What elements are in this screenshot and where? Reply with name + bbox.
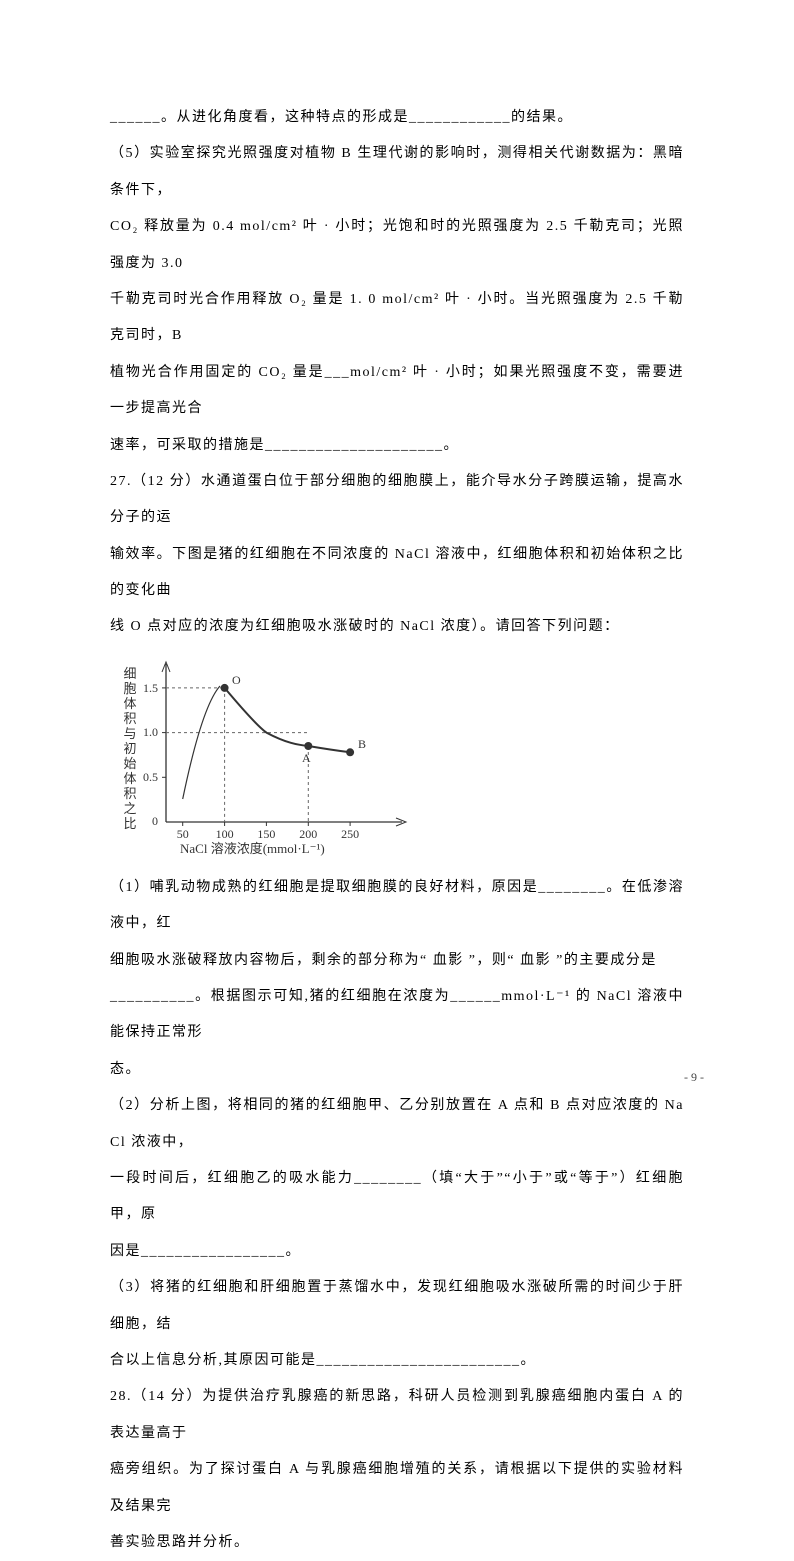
point-o <box>221 684 229 692</box>
q27-sub1-l4: 态。 <box>110 1052 684 1088</box>
q27-sub2-l3: 因是_________________。 <box>110 1234 684 1270</box>
svg-text:体: 体 <box>123 696 136 711</box>
q27-sub2-l1: （2）分析上图，将相同的猪的红细胞甲、乙分别放置在 A 点和 B 点对应浓度的 … <box>110 1088 684 1161</box>
label-o: O <box>232 673 241 687</box>
q5-l4: 植物光合作用固定的 CO₂ 量是___mol/cm² 叶 · 小时；如果光照强度… <box>110 355 684 428</box>
page-number: - 9 - <box>684 1070 704 1085</box>
svg-text:150: 150 <box>257 827 275 841</box>
guide-lines <box>166 688 308 822</box>
label-a: A <box>302 751 311 765</box>
svg-text:胞: 胞 <box>123 681 136 696</box>
svg-text:细: 细 <box>123 666 136 681</box>
svg-text:1.5: 1.5 <box>143 681 158 695</box>
svg-text:100: 100 <box>216 827 234 841</box>
page: ______。从进化角度看，这种特点的形成是____________的结果。 （… <box>0 0 794 1123</box>
q27-sub1-l2: 细胞吸水涨破释放内容物后，剩余的部分称为“ 血影 ”，则“ 血影 ”的主要成分是 <box>110 943 684 979</box>
y-axis-label: 细 胞 体 积 与 初 始 体 积 之 比 <box>123 666 136 831</box>
svg-text:1.0: 1.0 <box>143 725 158 739</box>
q27-sub1-l1: （1）哺乳动物成熟的红细胞是提取细胞膜的良好材料，原因是________。在低渗… <box>110 870 684 943</box>
x-axis-label: NaCl 溶液浓度(mmol·L⁻¹) <box>180 841 325 856</box>
q27-sub2-l2: 一段时间后，红细胞乙的吸水能力________（填“大于”“小于”或“等于”）红… <box>110 1161 684 1234</box>
point-b <box>346 748 354 756</box>
q27-sub3-l2: 合以上信息分析,其原因可能是________________________。 <box>110 1343 684 1379</box>
svg-text:0.5: 0.5 <box>143 770 158 784</box>
main-curve <box>225 688 351 752</box>
q28-l1: 28.（14 分）为提供治疗乳腺癌的新思路，科研人员检测到乳腺癌细胞内蛋白 A … <box>110 1379 684 1452</box>
pre-curve <box>183 686 220 799</box>
svg-text:积: 积 <box>123 711 136 726</box>
q28-l3: 善实验思路并分析。 <box>110 1525 684 1561</box>
label-b: B <box>358 737 366 751</box>
q27-l2: 输效率。下图是猪的红细胞在不同浓度的 NaCl 溶液中，红细胞体积和初始体积之比… <box>110 537 684 610</box>
svg-text:比: 比 <box>123 816 136 831</box>
q28-l2: 癌旁组织。为了探讨蛋白 A 与乳腺癌细胞增殖的关系，请根据以下提供的实验材料及结… <box>110 1452 684 1525</box>
svg-text:始: 始 <box>123 756 136 771</box>
point-a <box>304 742 312 750</box>
q5-l2: CO₂ 释放量为 0.4 mol/cm² 叶 · 小时；光饱和时的光照强度为 2… <box>110 209 684 282</box>
svg-text:250: 250 <box>341 827 359 841</box>
q27-sub3-l1: （3）将猪的红细胞和肝细胞置于蒸馏水中，发现红细胞吸水涨破所需的时间少于肝细胞，… <box>110 1270 684 1343</box>
chart-container: 50 100 150 200 250 0 0.5 1.0 1.5 <box>110 656 684 856</box>
svg-text:200: 200 <box>299 827 317 841</box>
q5-l1: （5）实验室探究光照强度对植物 B 生理代谢的影响时，测得相关代谢数据为：黑暗条… <box>110 136 684 209</box>
q5-l3: 千勒克司时光合作用释放 O₂ 量是 1. 0 mol/cm² 叶 · 小时。当光… <box>110 282 684 355</box>
q5-l5: 速率，可采取的措施是_____________________。 <box>110 428 684 464</box>
svg-text:与: 与 <box>123 726 136 741</box>
x-ticks: 50 100 150 200 250 <box>177 822 359 841</box>
frag-prev-1: ______。从进化角度看，这种特点的形成是____________的结果。 <box>110 100 684 136</box>
svg-text:积: 积 <box>123 786 136 801</box>
svg-text:之: 之 <box>123 801 136 816</box>
y-ticks: 0 0.5 1.0 1.5 <box>143 681 166 828</box>
svg-text:初: 初 <box>123 741 136 756</box>
q27-l3: 线 O 点对应的浓度为红细胞吸水涨破时的 NaCl 浓度）。请回答下列问题： <box>110 609 684 645</box>
svg-text:0: 0 <box>152 814 158 828</box>
volume-ratio-chart: 50 100 150 200 250 0 0.5 1.0 1.5 <box>110 656 420 856</box>
q27-l1: 27.（12 分）水通道蛋白位于部分细胞的细胞膜上，能介导水分子跨膜运输，提高水… <box>110 464 684 537</box>
q27-sub1-l3: __________。根据图示可知,猪的红细胞在浓度为______mmol·L⁻… <box>110 979 684 1052</box>
svg-text:体: 体 <box>123 771 136 786</box>
svg-text:50: 50 <box>177 827 189 841</box>
